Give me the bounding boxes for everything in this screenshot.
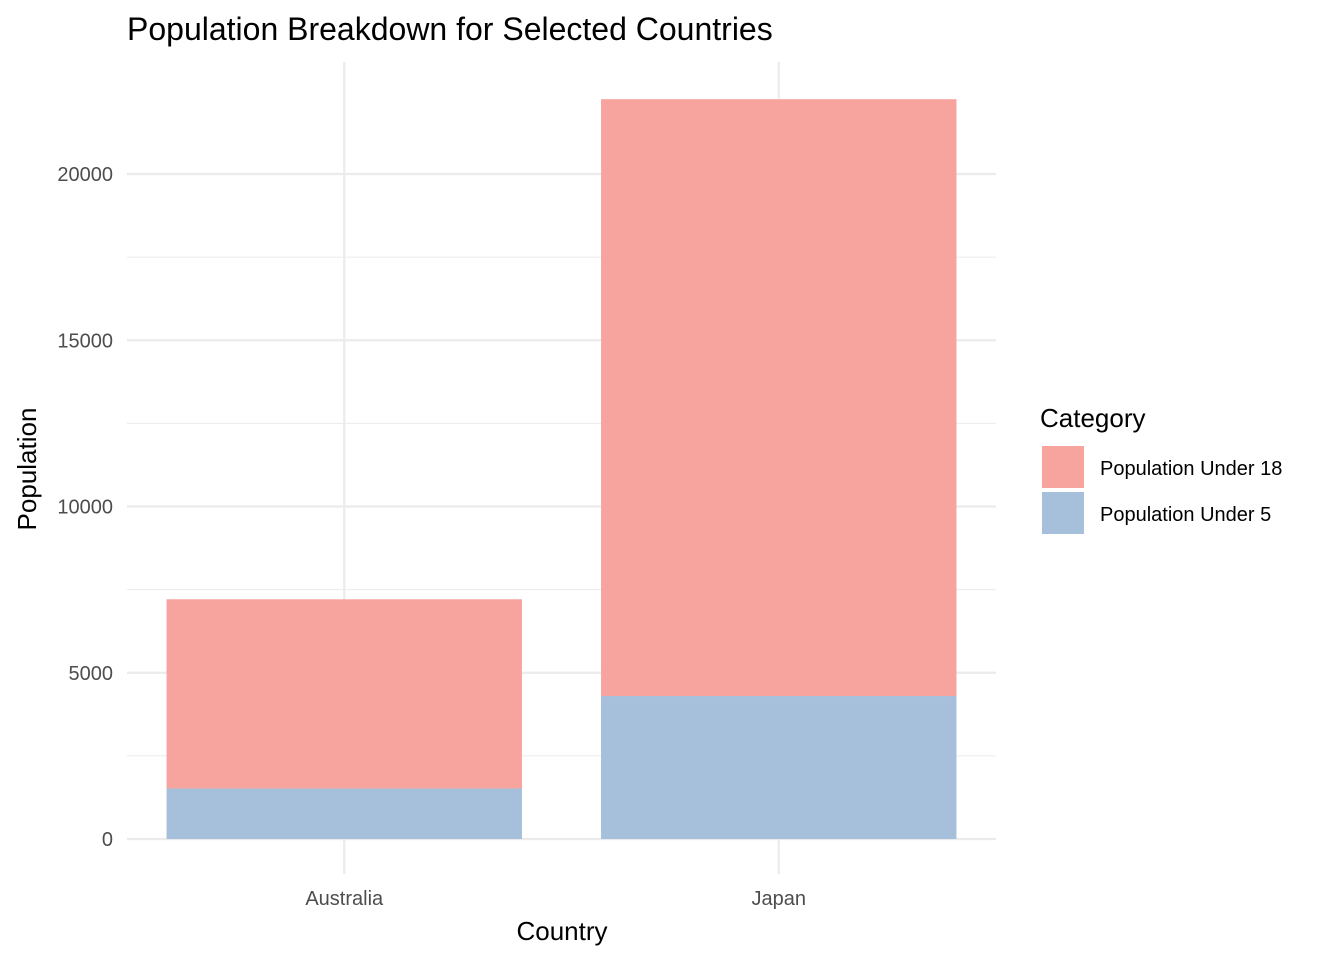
bar-australia-population-under-18 xyxy=(166,599,522,789)
bar-japan-population-under-18 xyxy=(601,99,957,697)
x-tick-label: Japan xyxy=(752,888,807,910)
legend-key xyxy=(1042,492,1084,534)
legend-title: Category xyxy=(1040,403,1146,433)
y-axis-title: Population xyxy=(12,408,42,531)
legend-label: Population Under 18 xyxy=(1100,458,1282,480)
y-tick-label: 20000 xyxy=(57,164,113,186)
legend: Category Population Under 18 Population U… xyxy=(1040,403,1282,534)
bars xyxy=(166,99,957,839)
y-axis-tick-labels: 0 5000 10000 15000 20000 xyxy=(57,164,113,851)
x-axis-title: Country xyxy=(516,916,607,946)
legend-label: Population Under 5 xyxy=(1100,504,1271,526)
y-tick-label: 10000 xyxy=(57,497,113,519)
x-tick-label: Australia xyxy=(305,888,384,910)
y-tick-label: 15000 xyxy=(57,330,113,352)
y-tick-label: 0 xyxy=(102,829,113,851)
x-axis-tick-labels: Australia Japan xyxy=(305,888,806,910)
legend-key xyxy=(1042,446,1084,488)
bar-australia-population-under-5 xyxy=(166,788,522,839)
y-tick-label: 5000 xyxy=(69,663,114,685)
chart-title: Population Breakdown for Selected Countr… xyxy=(127,11,773,47)
bar-japan-population-under-5 xyxy=(601,696,957,839)
